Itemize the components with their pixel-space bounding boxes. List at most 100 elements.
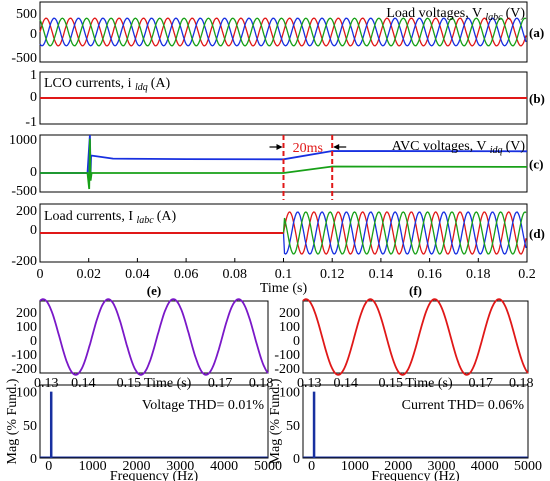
y-tick-label: -100 (11, 348, 37, 363)
panel-title-unit: (V) (506, 6, 526, 21)
series-line (39, 17, 527, 47)
y-tick-label: -1 (25, 115, 37, 130)
x-tick-label: 0 (37, 267, 44, 282)
x-tick-label: 0.14 (369, 267, 394, 282)
y-tick-label: -100 (274, 348, 300, 363)
x-tick-label: 3000 (427, 459, 455, 474)
thd-annotation: Current THD= 0.06% (402, 398, 525, 413)
y-tick-label: 100 (279, 320, 300, 335)
x-tick-label: 0.13 (34, 376, 59, 391)
panel-frame (39, 384, 269, 459)
y-tick-label: 1 (30, 68, 37, 83)
y-tick-label: 100 (16, 386, 37, 401)
y-tick-label: 0 (30, 452, 37, 467)
panel-title-unit: (A) (151, 76, 171, 91)
series-line (40, 138, 528, 190)
panel-title: LCO currents, i ldq (A) (44, 76, 171, 93)
x-tick-label: 0.08 (223, 267, 248, 282)
x-tick-label: 2000 (384, 459, 412, 474)
annotation-label: 20ms (293, 141, 323, 156)
x-tick-label: 0.18 (509, 376, 534, 391)
x-tick-label: 0.13 (297, 376, 322, 391)
y-tick-label: 200 (16, 204, 37, 219)
x-tick-label: 0.14 (334, 376, 359, 391)
x-tick-label: 0.17 (208, 376, 233, 391)
panel-title-main: Load currents, I (44, 209, 137, 224)
x-tick-label: 3000 (166, 459, 194, 474)
x-tick-label: 4000 (210, 459, 238, 474)
panel-label: (a) (529, 25, 544, 40)
x-tick-label: 1000 (341, 459, 369, 474)
y-tick-label: -200 (11, 362, 37, 377)
y-tick-label: 0 (293, 452, 300, 467)
thd-annotation: Voltage THD= 0.01% (142, 398, 264, 413)
x-tick-label: 0.15 (117, 376, 142, 391)
series-line (302, 298, 529, 376)
x-tick-label: 2000 (122, 459, 150, 474)
panel-frame (302, 384, 529, 459)
panel-frame (39, 1, 528, 63)
y-axis-label: Mag (% Fund.) (5, 378, 20, 464)
x-tick-label: 0.2 (518, 267, 536, 282)
x-tick-label: 0.14 (71, 376, 96, 391)
y-tick-label: 50 (286, 419, 300, 434)
series-line (39, 17, 527, 47)
y-tick-label: 200 (279, 306, 300, 321)
series-line (39, 298, 269, 376)
panel-title-main: LCO currents, i (44, 76, 135, 91)
x-tick-label: 4000 (471, 459, 499, 474)
y-tick-label: 0 (30, 90, 37, 105)
panel-label: (e) (147, 283, 161, 298)
x-tick-label: 0 (308, 459, 315, 474)
spectrum-bar (49, 391, 53, 458)
x-tick-label: 0.18 (466, 267, 491, 282)
series-line (39, 17, 527, 47)
panel-label: (f) (409, 283, 422, 298)
y-tick-label: 100 (279, 386, 300, 401)
x-tick-label: 0.1 (275, 267, 293, 282)
y-tick-label: 0 (30, 223, 37, 238)
panel-title: Load currents, I labc (A) (44, 209, 177, 226)
x-tick-label: 0.12 (320, 267, 345, 282)
x-tick-label: Time (s) (405, 376, 453, 391)
y-tick-label: 1000 (9, 133, 37, 148)
y-tick-label: -500 (11, 184, 37, 199)
panel-title-unit: (A) (157, 209, 177, 224)
y-tick-label: 0 (30, 27, 37, 42)
panel-title-subscript: ldq (135, 82, 148, 93)
panel-frame (39, 300, 269, 374)
x-tick-label: 0.15 (379, 376, 404, 391)
y-axis-label: Mag (% Fund.) (268, 378, 283, 464)
panel-label: (b) (529, 91, 545, 106)
x-tick-label: 0.02 (76, 267, 101, 282)
panel-title-main: Load voltages, V (386, 6, 485, 21)
panel-title: Load voltages, V labc (V) (386, 6, 525, 23)
x-tick-label: 0.17 (469, 376, 494, 391)
x-tick-label: 5000 (254, 459, 282, 474)
panel-title-unit: (V) (506, 139, 526, 154)
x-tick-label: 0.06 (174, 267, 199, 282)
panel-label: (c) (529, 157, 543, 172)
x-tick-label: 0 (45, 459, 52, 474)
panel-title: AVC voltages, V idq (V) (392, 139, 526, 156)
panel-title-subscript: labc (137, 215, 155, 226)
panel-title-main: AVC voltages, V (392, 139, 490, 154)
x-tick-label: 0.18 (249, 376, 274, 391)
y-tick-label: -500 (11, 51, 37, 66)
arrow-head (276, 144, 283, 150)
y-tick-label: 0 (30, 334, 37, 349)
arrow-head (333, 144, 340, 150)
y-tick-label: 0 (30, 165, 37, 180)
x-tick-label: 0.04 (125, 267, 150, 282)
y-tick-label: 50 (23, 419, 37, 434)
y-tick-label: 500 (16, 7, 37, 22)
x-axis-label: Frequency (Hz) (110, 469, 199, 481)
y-tick-label: -200 (11, 254, 37, 269)
y-tick-label: 100 (16, 320, 37, 335)
x-tick-label: 0.16 (417, 267, 442, 282)
x-axis-label: Frequency (Hz) (371, 469, 460, 481)
panel-frame (302, 300, 529, 374)
panel-title-subscript: idq (490, 145, 503, 156)
panel-label: (d) (529, 226, 545, 241)
